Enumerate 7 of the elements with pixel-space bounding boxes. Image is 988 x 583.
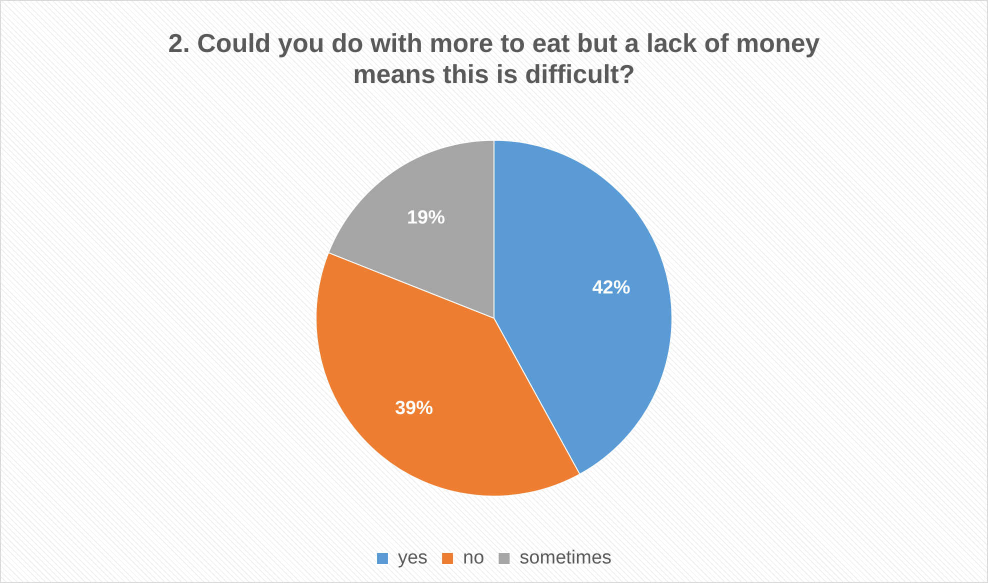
legend-label: sometimes bbox=[520, 548, 612, 569]
data-label: 42% bbox=[592, 277, 630, 298]
data-label: 19% bbox=[406, 207, 446, 228]
legend-label: no bbox=[463, 548, 484, 569]
legend-label: yes bbox=[398, 548, 428, 569]
chart-title: 2. Could you do with more to eat but a lack of money means this is difficult? bbox=[168, 28, 820, 89]
data-label: 39% bbox=[394, 398, 434, 420]
